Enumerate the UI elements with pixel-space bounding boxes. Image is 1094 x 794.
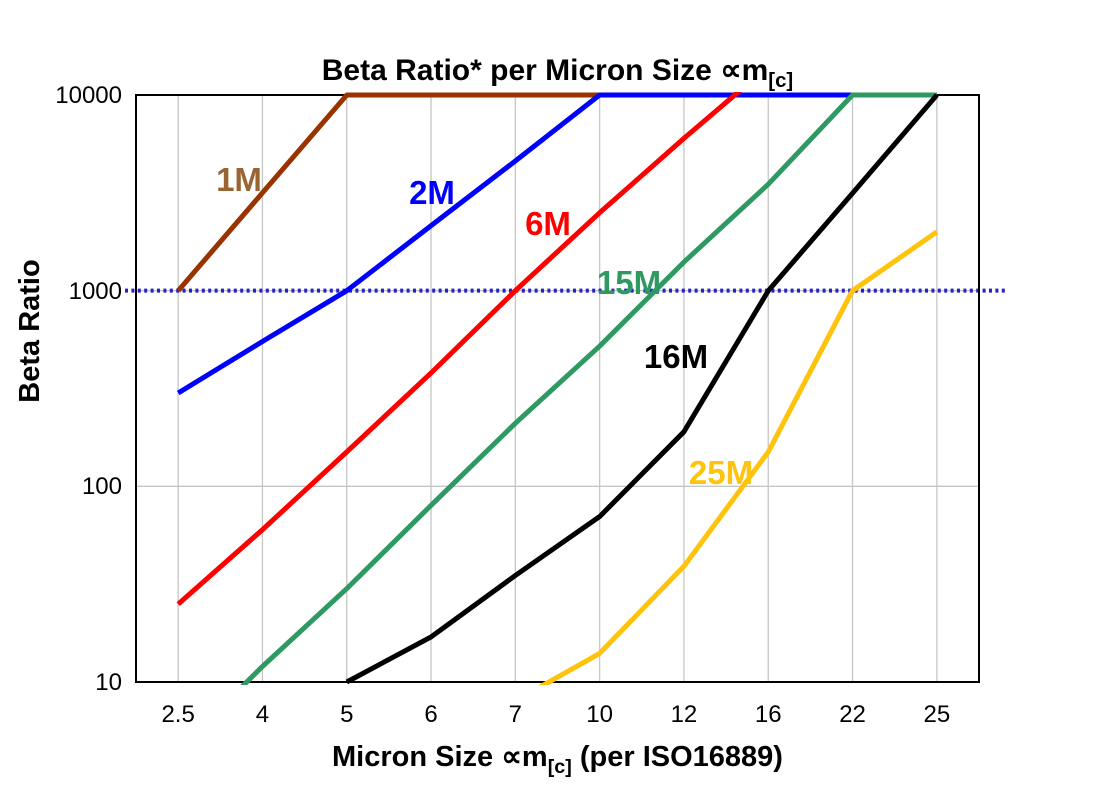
series-label-2m: 2M bbox=[409, 174, 455, 211]
series-lines bbox=[176, 92, 939, 685]
y-tick-label-1000: 1000 bbox=[68, 277, 122, 305]
x-tick-label-5: 5 bbox=[340, 701, 354, 728]
x-tick-label-4: 4 bbox=[255, 701, 270, 728]
series-label-1m: 1M bbox=[216, 161, 262, 198]
chart-title-text: Beta Ratio* per Micron Size ∝m bbox=[321, 54, 769, 87]
chart-title: Beta Ratio* per Micron Size ∝m[c] bbox=[136, 51, 979, 92]
x-tick-label-16: 16 bbox=[754, 701, 782, 728]
series-line-25m bbox=[538, 229, 939, 685]
series-line-15m bbox=[240, 92, 937, 685]
x-axis-title-text: Micron Size ∝m bbox=[332, 741, 548, 773]
y-tick-label-10000: 10000 bbox=[55, 82, 122, 109]
x-axis-title-subscript: [c] bbox=[547, 755, 572, 778]
y-tick-label-10: 10 bbox=[95, 669, 122, 696]
y-axis-title: Beta Ratio bbox=[14, 259, 46, 403]
series-line-2m bbox=[176, 92, 937, 396]
x-axis-title-suffix: (per ISO16889) bbox=[571, 741, 783, 773]
x-tick-label-6: 6 bbox=[424, 701, 438, 728]
x-tick-label-25: 25 bbox=[923, 701, 951, 728]
x-tick-label-10: 10 bbox=[586, 701, 613, 728]
chart-title-subscript: [c] bbox=[768, 70, 794, 92]
x-tick-label-2.5: 2.5 bbox=[161, 701, 195, 728]
x-tick-label-22: 22 bbox=[839, 701, 866, 728]
series-label-15m: 15M bbox=[596, 264, 662, 301]
x-axis-title: Micron Size ∝m[c] (per ISO16889) bbox=[136, 738, 979, 778]
series-label-16m: 16M bbox=[643, 338, 709, 375]
series-label-25m: 25M bbox=[688, 454, 754, 491]
x-tick-label-12: 12 bbox=[670, 701, 698, 728]
y-tick-label-100: 100 bbox=[81, 473, 122, 501]
series-label-6m: 6M bbox=[525, 205, 571, 242]
x-tick-label-7: 7 bbox=[508, 701, 523, 728]
series-line-6m bbox=[176, 92, 743, 606]
series-line-16m bbox=[345, 93, 939, 685]
